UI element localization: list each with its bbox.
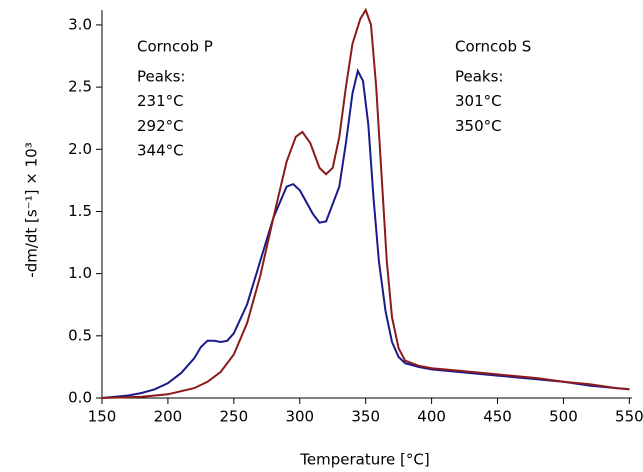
annotation: Peaks: [137,68,186,86]
y-tick-label: 0.5 [68,326,92,344]
legend-label: Corncob P [137,38,213,56]
x-tick-label: 150 [88,408,117,426]
annotation: 231°C [137,92,184,110]
annotation: Peaks: [455,68,504,86]
y-tick-label: 1.5 [68,202,92,220]
annotation: 350°C [455,117,502,135]
x-tick-label: 250 [220,408,249,426]
x-tick-label: 500 [549,408,578,426]
annotation: 301°C [455,92,502,110]
x-tick-label: 350 [351,408,380,426]
annotation: 344°C [137,142,184,160]
x-tick-label: 400 [417,408,446,426]
y-tick-label: 2.0 [68,140,92,158]
y-tick-label: 3.0 [68,15,92,33]
x-tick-label: 200 [154,408,183,426]
y-axis-label: -dm/dt [s⁻¹] × 10³ [23,142,41,277]
x-tick-label: 550 [615,408,643,426]
x-tick-label: 300 [285,408,314,426]
series-line [101,7,630,399]
y-tick-label: 0.0 [68,389,92,407]
x-tick-label: 450 [483,408,512,426]
series-line [101,68,630,399]
x-axis-label: Temperature [°C] [299,451,429,469]
y-tick-label: 1.0 [68,264,92,282]
y-tick-label: 2.5 [68,78,92,96]
annotation: 292°C [137,117,184,135]
legend-label: Corncob S [455,38,531,56]
